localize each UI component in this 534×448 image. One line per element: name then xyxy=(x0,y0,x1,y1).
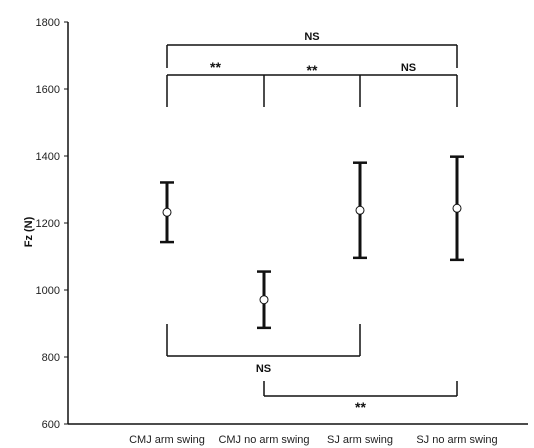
sig-label-bottom-2: ** xyxy=(355,399,366,415)
y-tick-label: 800 xyxy=(42,352,60,364)
data-point xyxy=(259,295,269,305)
x-tick-label: SJ no arm swing xyxy=(416,434,497,446)
x-tick-label: CMJ no arm swing xyxy=(218,434,309,446)
sig-label-top-1: ** xyxy=(210,59,221,75)
error-bars xyxy=(160,155,464,330)
y-tick-label: 1400 xyxy=(36,151,60,163)
x-axis-labels: CMJ arm swing CMJ no arm swing SJ arm swin… xyxy=(129,434,498,446)
data-points xyxy=(162,203,462,305)
x-tick-label: CMJ arm swing xyxy=(129,434,205,446)
y-tick-label: 1800 xyxy=(36,17,60,29)
y-tick-label: 1600 xyxy=(36,84,60,96)
sig-label-top-3: NS xyxy=(401,62,416,74)
y-tick-label: 1000 xyxy=(36,285,60,297)
y-axis-title: Fz (N) xyxy=(23,216,35,247)
data-point xyxy=(355,205,365,215)
data-point xyxy=(452,203,462,213)
sig-label-top-2: ** xyxy=(307,62,318,78)
y-tick-label: 600 xyxy=(42,419,60,431)
x-tick-label: SJ arm swing xyxy=(327,434,393,446)
axes xyxy=(67,22,528,425)
y-tick-label: 1200 xyxy=(36,218,60,230)
y-axis-ticks: 600 800 1000 1200 1400 1600 1800 xyxy=(36,17,68,431)
significance-brackets: NS ** ** NS NS ** xyxy=(166,31,458,415)
sig-label-top-outer: NS xyxy=(304,31,319,43)
sig-label-bottom-1: NS xyxy=(256,363,271,375)
data-point xyxy=(162,207,172,217)
